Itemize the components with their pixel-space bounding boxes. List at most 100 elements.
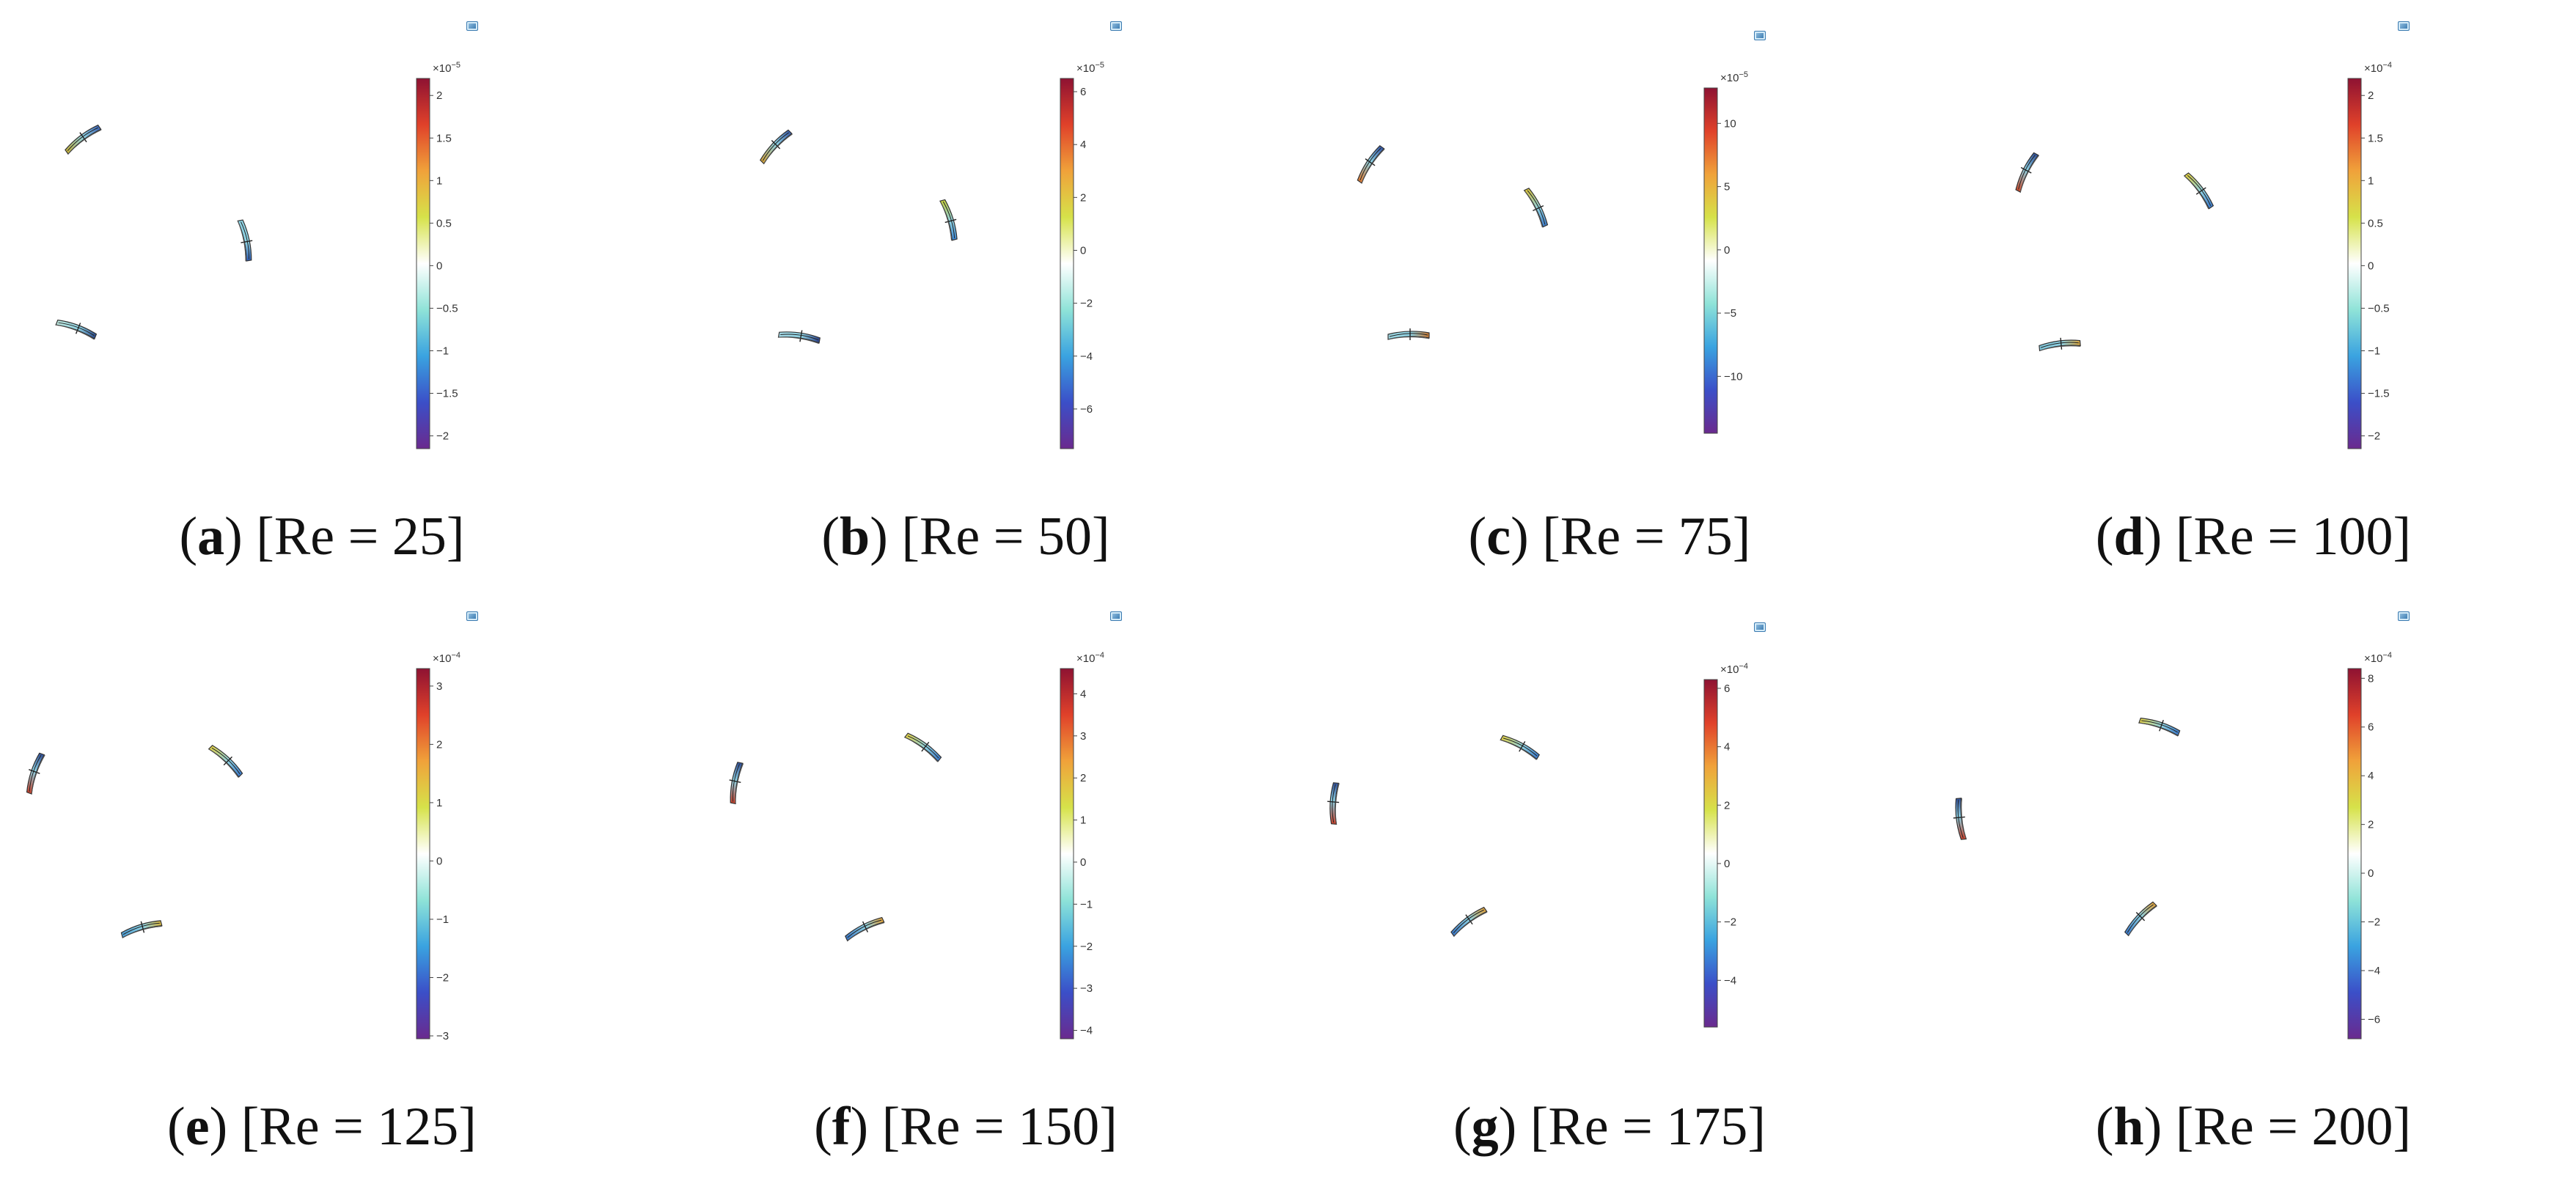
axis-triad-icon [2398,611,2410,621]
exponent-prefix: ×10 [2364,62,2383,75]
colorbar-tick-label: 2 [1080,772,1086,784]
contour-plot: 4 3 2 1 0 −1 −2 −3 −4 [729,668,1093,1040]
colorbar-tick-label: 0 [1080,856,1086,869]
colorbar-tick-label: 6 [1724,683,1730,695]
exponent-power: −5 [451,61,460,70]
plot-area: 3 2 1 0 −1 −2 −3 ×10−4 [0,590,644,1089]
colorbar-exponent: ×10−4 [1076,651,1104,665]
plot-area: 10 5 0 −5 −10 ×10−5 [1288,0,1931,498]
colorbar-tick-label: 0 [1724,244,1730,257]
panel-g: 6 4 2 0 −2 −4 ×10−4 (g) [Re = 175] [1288,590,1931,1180]
colorbar-tick-label: 2 [2368,819,2374,831]
blade [845,916,885,942]
colorbar-tick-label: −2 [436,971,449,984]
colorbar-tick-label: −1.5 [2368,388,2390,400]
colorbar-tick-label: −1 [436,345,449,357]
panel-letter: h [2113,1097,2144,1157]
blade [1450,906,1488,938]
colorbar-tick-label: 10 [1724,117,1736,130]
colorbar-tick-label: −2 [2368,916,2380,929]
contour-plot: 10 5 0 −5 −10 [1357,87,1742,434]
axis-triad-icon [2398,21,2410,31]
blade [55,319,98,340]
colorbar-tick-label: 2 [436,738,442,751]
panel-c: 10 5 0 −5 −10 ×10−5 (c) [Re = 75] [1288,0,1931,590]
contour-plot: 3 2 1 0 −1 −2 −3 [26,668,449,1042]
colorbar-tick-label: −2 [436,430,449,443]
contour-plot: 6 4 2 0 −2 −4 −6 [760,78,1093,449]
blade [1357,144,1385,184]
panel-label: [Re = 75] [1542,507,1751,567]
panel-caption: (g) [Re = 175] [1453,1097,1766,1157]
colorbar-tick-label: 0 [436,260,442,272]
exponent-power: −4 [1739,662,1748,671]
colorbar-tick-label: 5 [1724,181,1730,194]
axis-triad-icon [466,611,478,621]
panel-a: 2 1.5 1 0.5 0 −0.5 −1 −1.5 −2 ×10−5 (a) [Re = 25] [0,0,644,590]
panel-label: [Re = 125] [241,1097,477,1157]
colorbar [416,668,430,1040]
panel-label: [Re = 150] [881,1097,1118,1157]
blade [65,124,102,155]
colorbar-tick-label: −3 [1080,982,1093,995]
blade [120,920,163,938]
colorbar-tick-label: −6 [2368,1013,2380,1026]
colorbar-tick-label: 0 [2368,867,2374,880]
exponent-power: −4 [2382,651,2392,660]
colorbar-tick-label: 1 [2368,174,2374,187]
panel-caption: (h) [Re = 200] [2095,1097,2412,1157]
panel-label: [Re = 100] [2175,507,2412,567]
colorbar [2347,78,2362,449]
colorbar-tick-label: −3 [436,1030,449,1042]
panel-letter: a [197,507,225,567]
colorbar-tick-label: 0 [1724,858,1730,870]
blade [2138,717,2181,737]
axis-triad-icon [466,21,478,31]
colorbar-tick-label: −4 [1080,1025,1093,1037]
plot-area: 6 4 2 0 −2 −4 ×10−4 [1288,590,1931,1089]
colorbar-tick-label: 6 [2368,721,2374,734]
colorbar-tick-label: −1 [1080,898,1093,910]
blade [1500,735,1541,760]
blade [1327,782,1340,825]
colorbar-tick-label: 1 [1080,814,1086,827]
panel-caption: (d) [Re = 100] [2095,507,2412,567]
blade [208,745,243,778]
contour-plot: 8 6 4 2 0 −2 −4 −6 [1953,668,2380,1040]
plot-area: 2 1.5 1 0.5 0 −0.5 −1 −1.5 −2 ×10−5 [0,0,644,498]
panel-caption: (b) [Re = 50] [821,507,1110,567]
colorbar-tick-label: −1.5 [436,388,458,400]
colorbar-tick-label: 1 [436,174,442,187]
blade [903,732,942,762]
colorbar-tick-label: 3 [1080,730,1086,743]
exponent-prefix: ×10 [433,652,452,665]
colorbar-tick-label: 0 [1080,244,1086,257]
exponent-prefix: ×10 [433,62,452,75]
colorbar-tick-label: 2 [2368,89,2374,102]
colorbar-exponent: ×10−4 [2364,651,2392,665]
colorbar-tick-label: −2 [1080,298,1093,310]
axis-triad-icon [1754,622,1766,632]
colorbar-exponent: ×10−5 [1076,61,1104,75]
colorbar-tick-label: 2 [1080,191,1086,204]
exponent-power: −4 [2382,61,2392,70]
colorbar-tick-label: −1 [2368,345,2380,357]
colorbar-tick-label: −4 [2368,965,2380,977]
panel-letter: e [185,1097,210,1157]
blade [26,752,45,795]
colorbar-tick-label: −2 [1080,941,1093,953]
panel-caption: (e) [Re = 125] [167,1097,477,1157]
colorbar-tick-label: 6 [1080,86,1086,98]
panel-label: [Re = 200] [2175,1097,2412,1157]
colorbar-tick-label: −0.5 [436,302,458,314]
panel-h: 8 6 4 2 0 −2 −4 −6 ×10−4 (h) [Re = 200] [1931,590,2575,1180]
exponent-prefix: ×10 [1076,652,1096,665]
contour-plot: 2 1.5 1 0.5 0 −0.5 −1 −1.5 −2 [55,78,458,449]
colorbar-tick-label: −5 [1724,307,1736,320]
colorbar [1060,78,1074,449]
colorbar-exponent: ×10−5 [1720,70,1748,84]
exponent-power: −4 [1095,651,1104,660]
plot-area: 8 6 4 2 0 −2 −4 −6 ×10−4 [1931,590,2575,1089]
plot-area: 6 4 2 0 −2 −4 −6 ×10−5 [644,0,1288,498]
